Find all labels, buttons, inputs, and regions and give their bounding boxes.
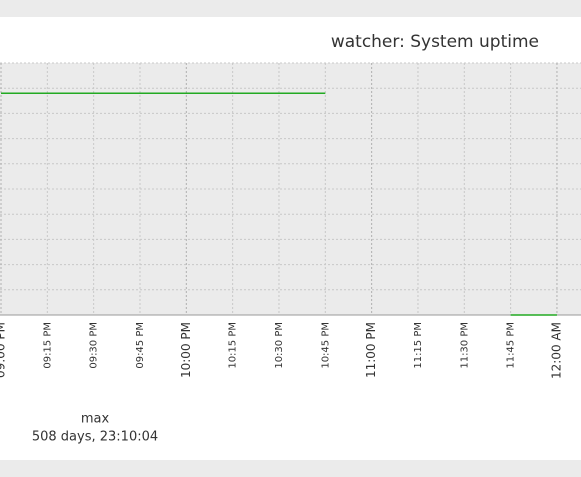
x-tick-label: 10:45 PM: [320, 322, 331, 369]
legend-header: max: [81, 412, 110, 427]
x-tick-label: 09:45 PM: [135, 322, 146, 369]
x-tick-label: 10:15 PM: [228, 322, 239, 369]
x-tick-label: 11:00 PM: [364, 322, 378, 378]
legend-value: 508 days, 23:10:04: [32, 430, 158, 445]
x-tick-label: 10:00 PM: [179, 322, 193, 378]
x-tick-label: 09:15 PM: [42, 322, 53, 369]
x-tick-label: 11:15 PM: [413, 322, 424, 369]
x-tick-label: 10:30 PM: [274, 322, 285, 369]
x-tick-label: 12:00 AM: [549, 322, 563, 379]
x-tick-label: 11:30 PM: [459, 322, 470, 369]
x-tick-label: 09:00 PM: [0, 322, 8, 378]
x-tick-label: 11:45 PM: [506, 322, 517, 369]
chart-title: watcher: System uptime: [331, 32, 539, 52]
x-tick-label: 09:30 PM: [89, 322, 100, 369]
line-series: [1, 92, 557, 316]
